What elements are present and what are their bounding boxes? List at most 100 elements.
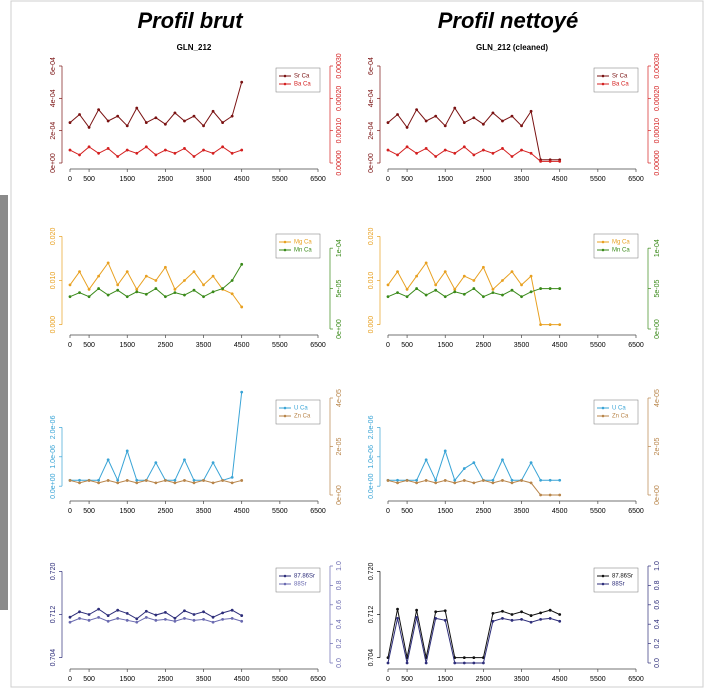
x-tick-label: 5500	[590, 676, 606, 683]
x-tick-label: 2500	[158, 508, 174, 515]
x-tick-label: 500	[401, 176, 413, 183]
data-point	[87, 287, 91, 291]
x-tick-label: 2500	[476, 676, 492, 683]
x-tick-label: 4500	[552, 342, 568, 349]
data-point	[520, 610, 523, 614]
data-point	[405, 479, 409, 482]
data-point	[491, 478, 495, 482]
data-point	[163, 617, 167, 621]
data-point	[415, 616, 419, 619]
y2-tick-label: 1.0	[336, 561, 343, 571]
data-point	[173, 616, 177, 620]
data-point	[116, 478, 120, 482]
data-point	[106, 614, 110, 617]
data-point	[125, 124, 129, 128]
data-point	[443, 295, 447, 299]
data-point	[183, 119, 186, 123]
data-point	[211, 109, 215, 113]
data-point	[434, 616, 438, 620]
series-line	[387, 261, 560, 326]
data-point	[491, 291, 495, 295]
data-point	[163, 295, 167, 299]
data-point	[154, 481, 158, 485]
data-point	[87, 613, 91, 616]
legend-marker	[283, 74, 287, 78]
data-point	[481, 148, 485, 152]
data-point	[396, 113, 399, 116]
y-tick-label: 0.000	[50, 316, 57, 334]
x-tick-label: 1500	[119, 676, 135, 683]
x-tick-label: 6500	[310, 676, 326, 683]
y2-tick-label: 2e-05	[336, 437, 343, 455]
y2-tick-label: 5e-05	[336, 280, 343, 298]
data-point	[386, 295, 390, 299]
data-point	[106, 293, 110, 297]
x-tick-label: 3500	[196, 508, 212, 515]
legend-label: U Ca	[612, 406, 626, 412]
series-line	[69, 82, 243, 129]
data-point	[192, 478, 196, 482]
data-point	[221, 479, 225, 482]
data-point	[548, 478, 552, 482]
legend-marker	[283, 82, 287, 86]
x-tick-label: 4500	[552, 508, 568, 515]
data-point	[434, 610, 438, 614]
data-point	[192, 288, 196, 292]
data-point	[78, 481, 81, 485]
x-tick-label: 0	[386, 176, 390, 183]
data-point	[78, 153, 81, 157]
data-point	[405, 287, 409, 291]
data-point	[548, 616, 552, 620]
data-point	[144, 274, 148, 278]
x-tick-label: 1500	[437, 342, 453, 349]
y-tick-label: 2.0e-06	[50, 415, 57, 439]
y-tick-label: 4e-04	[368, 89, 375, 107]
data-point	[87, 295, 91, 299]
series-line	[70, 392, 243, 482]
data-point	[135, 617, 139, 621]
data-point	[78, 478, 81, 482]
data-point	[125, 148, 129, 152]
y2-tick-label: 0.8	[336, 580, 343, 590]
chart-title: GLN_212 (cleaned)	[476, 43, 548, 52]
data-point	[548, 608, 552, 612]
data-point	[481, 265, 485, 269]
data-point	[87, 126, 91, 129]
data-point	[154, 618, 158, 622]
data-point	[472, 656, 476, 660]
data-point	[116, 114, 120, 118]
data-point	[396, 291, 399, 295]
x-tick-label: 1500	[119, 508, 135, 515]
x-tick-label: 3500	[196, 342, 212, 349]
data-point	[116, 288, 120, 292]
data-point	[453, 151, 457, 155]
data-point	[163, 122, 167, 126]
data-point	[501, 293, 504, 297]
data-point	[87, 479, 91, 482]
y2-tick-label: 5e-05	[654, 280, 661, 298]
data-point	[491, 151, 495, 155]
data-point	[125, 270, 129, 274]
data-point	[144, 292, 148, 296]
x-tick-label: 3500	[196, 676, 212, 683]
data-point	[230, 151, 234, 155]
data-point	[510, 155, 514, 158]
data-point	[106, 119, 110, 123]
data-point	[558, 619, 562, 623]
data-point	[539, 493, 543, 497]
data-point	[558, 478, 562, 482]
data-point	[558, 613, 562, 616]
data-point	[183, 479, 186, 482]
y-tick-label: 0e+00	[368, 153, 375, 173]
legend-marker	[601, 582, 605, 586]
data-point	[443, 449, 447, 453]
data-point	[472, 661, 476, 665]
y2-tick-label: 0e+00	[336, 485, 343, 505]
y2-tick-label: 0.00020	[336, 86, 343, 111]
header: Profil nettoyé	[438, 8, 579, 33]
legend-box	[593, 67, 639, 93]
legend-marker	[283, 582, 287, 586]
data-point	[462, 121, 466, 124]
x-tick-label: 0	[68, 508, 72, 515]
